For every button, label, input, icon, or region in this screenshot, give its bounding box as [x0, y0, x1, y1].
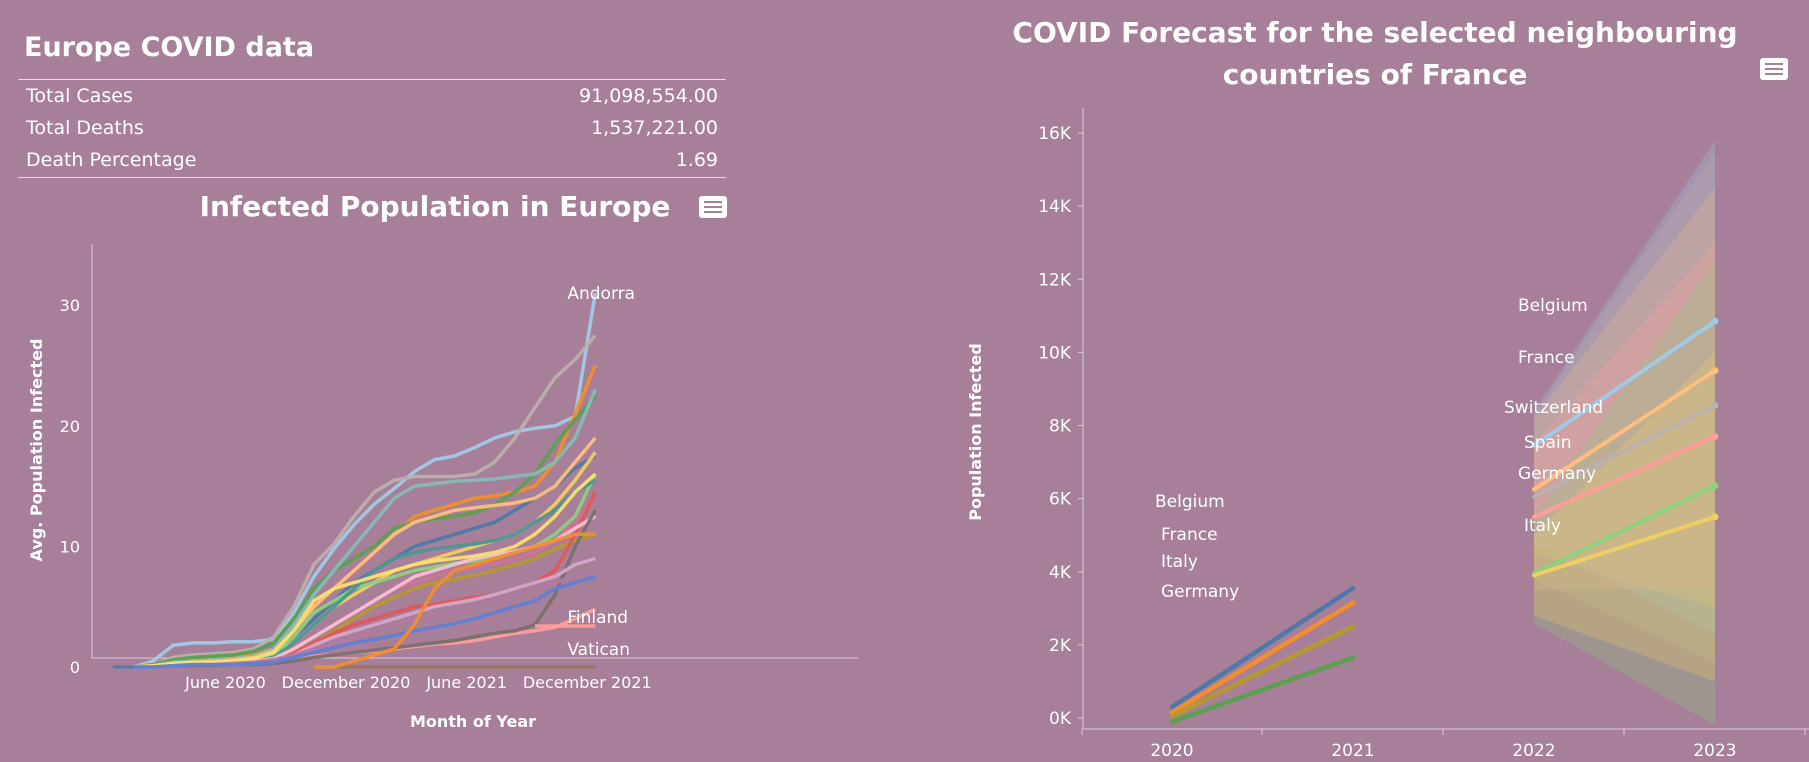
forecast-end-point — [1711, 317, 1719, 325]
y-tick-label: 0 — [70, 658, 80, 677]
forecast-band — [1534, 260, 1715, 726]
series-line — [313, 532, 596, 669]
forecast-series-label: Switzerland — [1504, 398, 1603, 418]
forecast-chart-title: COVID Forecast for the selected neighbou… — [1012, 16, 1738, 91]
kpi-row-death-percentage: Death Percentage 1.69 — [18, 144, 726, 176]
forecast-band — [1534, 352, 1715, 682]
kpi-value: 1.69 — [675, 149, 718, 171]
x-tick-label: 2020 — [1150, 741, 1193, 761]
kpi-value: 91,098,554.00 — [578, 85, 718, 107]
forecast-series-line — [1532, 403, 1717, 499]
y-tick-label: 0K — [1049, 709, 1072, 729]
series-line — [132, 478, 597, 669]
forecast-end-point — [1711, 482, 1719, 490]
y-tick-label: 10 — [60, 537, 80, 556]
forecast-band — [1534, 140, 1715, 634]
series-label: Vatican — [567, 640, 630, 660]
y-tick-label: 10K — [1038, 343, 1072, 363]
forecast-series-label: Italy — [1524, 516, 1561, 536]
x-axis-title: Month of Year — [410, 712, 536, 731]
y-tick-label: 16K — [1038, 124, 1072, 144]
forecast-end-point — [1711, 432, 1719, 440]
infected-line-chart: 0 10 20 30 June 2020 December 2020 June 2021 De… — [27, 244, 858, 731]
x-tick-label: 2021 — [1331, 741, 1374, 761]
x-tick-label: December 2021 — [523, 673, 652, 692]
y-tick-label: 4K — [1049, 563, 1072, 583]
forecast-band — [1534, 151, 1715, 664]
actual-series-label: Italy — [1161, 552, 1198, 572]
kpi-top-border — [18, 79, 726, 80]
forecast-series-label: Germany — [1518, 464, 1596, 484]
x-tick-label: December 2020 — [282, 673, 411, 692]
kpi-row-deaths: Total Deaths 1,537,221.00 — [18, 112, 726, 144]
series-label: Finland — [567, 608, 628, 628]
x-tick-label: 2022 — [1512, 741, 1555, 761]
forecast-series-label: France — [1518, 348, 1575, 368]
series-line — [132, 394, 597, 669]
actual-series-line — [1169, 600, 1356, 715]
y-tick-label: 6K — [1049, 490, 1072, 510]
actual-series-label: Germany — [1161, 582, 1239, 602]
y-tick-label: 8K — [1049, 417, 1072, 437]
actual-series-label: Belgium — [1155, 492, 1225, 512]
kpi-label: Total Deaths — [26, 117, 144, 139]
forecast-end-point — [1711, 401, 1719, 409]
forecast-series-label: Spain — [1524, 433, 1572, 453]
kpi-label: Death Percentage — [26, 149, 197, 171]
y-tick-label: 20 — [60, 417, 80, 436]
series-line — [132, 334, 597, 669]
y-axis-title: Population Infected — [966, 343, 985, 521]
y-axis-title: Avg. Population Infected — [27, 339, 46, 562]
forecast-series-line — [1532, 368, 1717, 492]
forecast-end-point — [1711, 367, 1719, 375]
actual-series-line — [1169, 655, 1356, 724]
series-line — [132, 472, 597, 669]
forecast-series-label: Belgium — [1518, 296, 1588, 316]
forecast-band — [1534, 242, 1715, 591]
x-tick-label: June 2021 — [425, 673, 507, 692]
kpi-label: Total Cases — [26, 85, 133, 107]
series-line — [133, 574, 596, 669]
kpi-row-cases: Total Cases 91,098,554.00 — [18, 80, 726, 112]
forecast-series-line — [1532, 434, 1717, 519]
forecast-series-line — [1532, 483, 1717, 576]
x-tick-label: June 2020 — [184, 673, 266, 692]
actual-series-line — [1169, 624, 1356, 719]
series-label: Andorra — [567, 284, 635, 304]
kpi-bottom-border — [18, 177, 726, 178]
y-tick-label: 2K — [1049, 636, 1072, 656]
actual-series-line — [1169, 585, 1356, 710]
forecast-band — [1534, 187, 1715, 609]
actual-series-label: France — [1161, 525, 1218, 545]
y-tick-label: 14K — [1038, 197, 1072, 217]
x-tick-label: 2023 — [1693, 741, 1736, 761]
forecast-end-point — [1711, 513, 1719, 521]
y-tick-label: 12K — [1038, 270, 1072, 290]
forecast-series-line — [1532, 514, 1717, 578]
kpi-title: Europe COVID data — [24, 32, 315, 63]
menu-icon[interactable] — [1760, 58, 1788, 80]
infected-chart-title: Infected Population in Europe — [199, 190, 671, 223]
forecast-line-chart: 0K 2K 4K 6K 8K 10K 12K 14K 16K 2020 2021 2022 2023 Po… — [966, 108, 1809, 761]
menu-icon[interactable] — [699, 196, 727, 218]
y-tick-label: 30 — [60, 296, 80, 315]
forecast-series-line — [1532, 319, 1717, 448]
kpi-value: 1,537,221.00 — [591, 117, 718, 139]
kpi-table: Total Cases 91,098,554.00 Total Deaths 1… — [18, 80, 726, 176]
